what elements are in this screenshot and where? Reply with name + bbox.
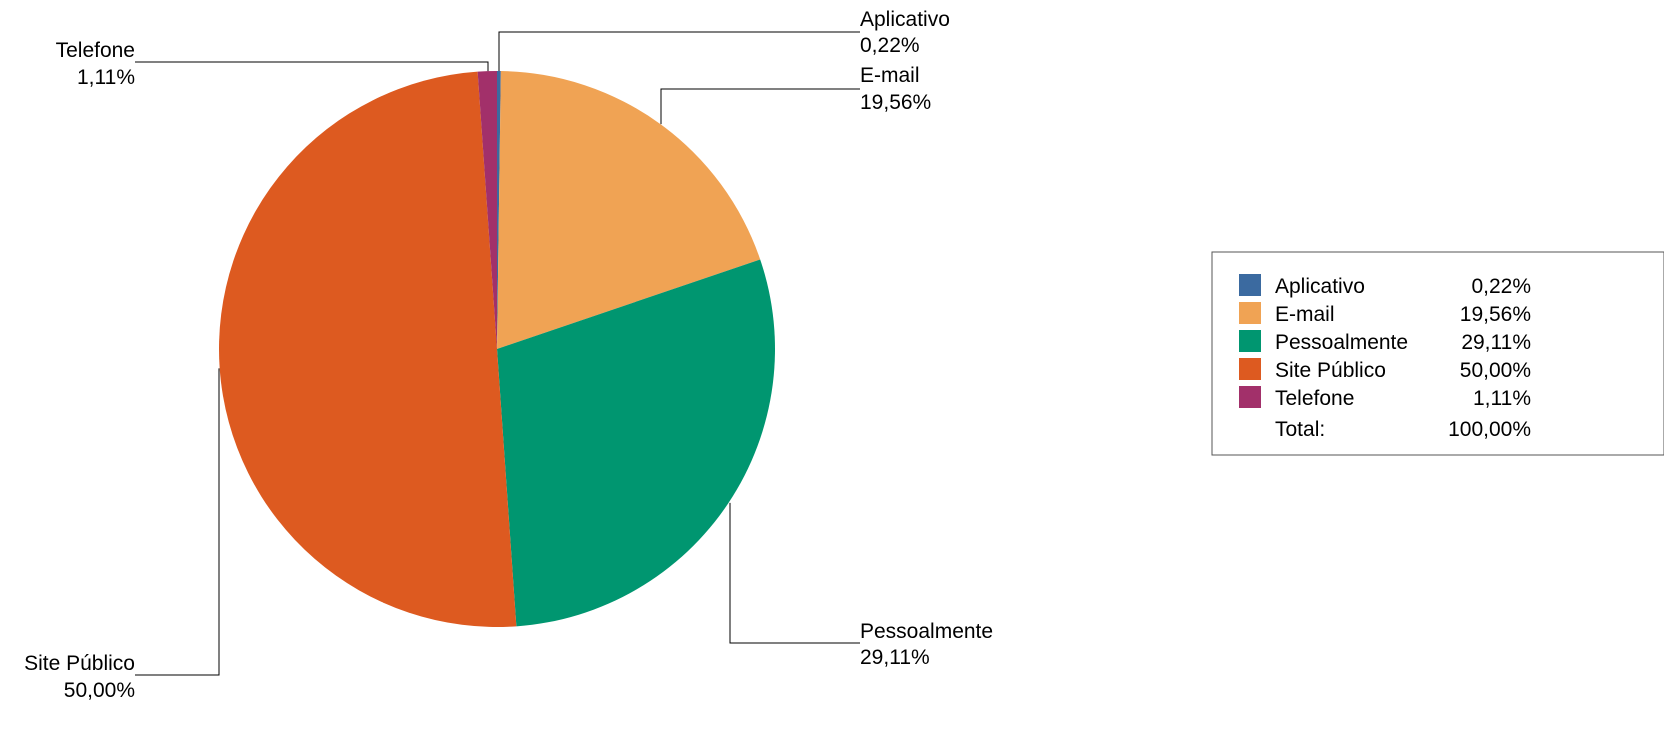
legend-swatch-e-mail [1239, 302, 1261, 324]
legend-swatch-aplicativo [1239, 274, 1261, 296]
leader-line-telefone [135, 61, 489, 72]
legend-value-pessoalmente: 29,11% [1461, 331, 1531, 354]
legend-total-value: 100,00% [1448, 418, 1531, 441]
legend-value-e-mail: 19,56% [1460, 303, 1531, 326]
legend-value-telefone: 1,11% [1473, 387, 1531, 410]
legend-value-site-publico: 50,00% [1460, 359, 1531, 382]
legend-total-label: Total: [1275, 418, 1325, 441]
leader-line-aplicativo [498, 31, 860, 72]
pie-slice-telefone [477, 71, 497, 349]
slice-label-site-publico: Site Público [24, 652, 135, 675]
legend-label-e-mail: E-mail [1275, 303, 1335, 326]
slice-label-pessoalmente: Pessoalmente [860, 620, 993, 643]
slice-value-aplicativo: 0,22% [860, 34, 920, 57]
legend-label-telefone: Telefone [1275, 387, 1354, 410]
legend-swatch-site-publico [1239, 358, 1261, 380]
pie-slice-e-mail [497, 71, 761, 350]
pie-slice-pessoalmente [497, 259, 776, 627]
legend-swatch-telefone [1239, 386, 1261, 408]
legend: Aplicativo 0,22% E-mail 19,56% Pessoalmente 2… [1211, 251, 1664, 456]
leader-line-e-mail [660, 88, 860, 125]
slice-value-site-publico: 50,00% [64, 679, 135, 702]
legend-swatch-pessoalmente [1239, 330, 1261, 352]
pie-slice-site-publico [219, 71, 517, 627]
slice-label-telefone: Telefone [56, 39, 135, 62]
pie-slices [219, 71, 776, 627]
legend-box [1211, 251, 1664, 456]
slice-value-pessoalmente: 29,11% [860, 646, 930, 669]
slice-value-e-mail: 19,56% [860, 91, 931, 114]
slice-value-telefone: 1,11% [77, 66, 135, 89]
slice-label-e-mail: E-mail [860, 64, 920, 87]
slice-label-aplicativo: Aplicativo [860, 8, 950, 31]
legend-value-aplicativo: 0,22% [1471, 275, 1531, 298]
pie-slice-aplicativo [497, 71, 501, 349]
pie-callouts: Aplicativo 0,22% E-mail 19,56% Pessoalmente 2… [24, 8, 993, 702]
leader-line-pessoalmente [729, 502, 860, 644]
legend-label-site-publico: Site Público [1275, 359, 1386, 382]
leader-line-site-publico [135, 368, 220, 676]
legend-label-pessoalmente: Pessoalmente [1275, 331, 1408, 354]
legend-label-aplicativo: Aplicativo [1275, 275, 1365, 298]
legend-items: Aplicativo 0,22% E-mail 19,56% Pessoalmente 2… [1239, 274, 1531, 410]
